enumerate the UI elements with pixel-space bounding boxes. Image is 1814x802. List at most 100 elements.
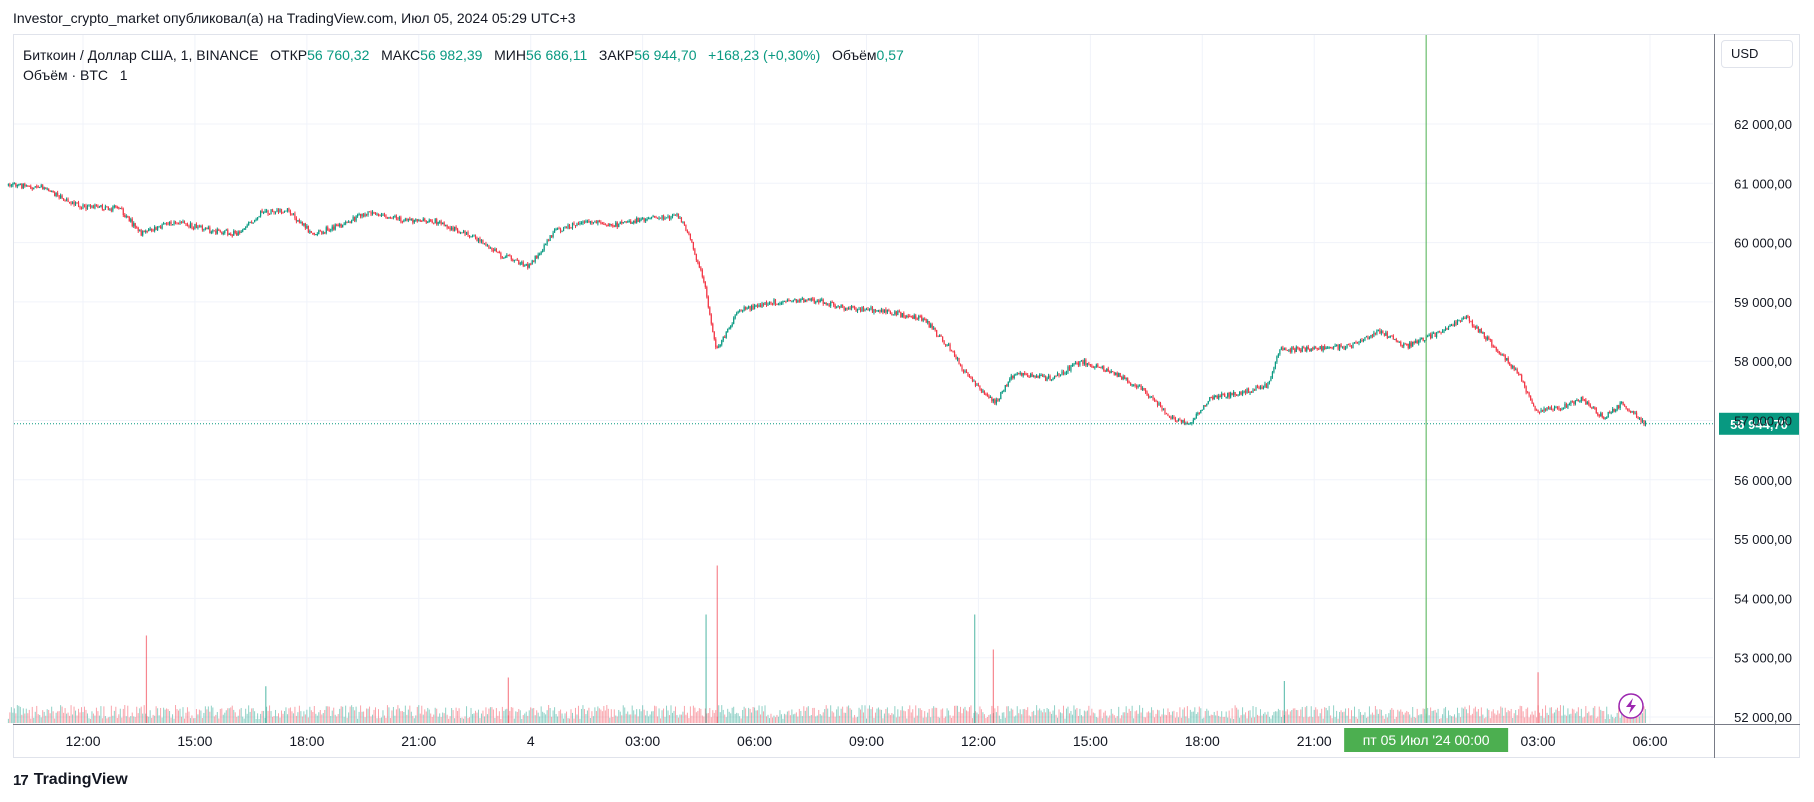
tradingview-logo[interactable]: 17 TradingView bbox=[13, 771, 128, 789]
candle-body bbox=[621, 221, 623, 224]
candle-body bbox=[1016, 373, 1018, 375]
candle-body bbox=[22, 183, 24, 189]
candle-body bbox=[1412, 341, 1414, 347]
candle-body bbox=[1349, 344, 1351, 347]
volume-bar bbox=[792, 714, 794, 723]
candle-body bbox=[985, 394, 987, 396]
volume-bar bbox=[1349, 718, 1351, 723]
candle-body bbox=[1553, 407, 1556, 410]
currency-button[interactable]: USD bbox=[1721, 40, 1793, 68]
volume-bar bbox=[837, 706, 839, 723]
volume-bar bbox=[934, 707, 936, 723]
candle-body bbox=[1128, 382, 1130, 384]
volume-bar bbox=[183, 718, 185, 723]
volume-bar bbox=[506, 708, 508, 723]
candle-body bbox=[718, 346, 720, 348]
candle-body bbox=[1550, 407, 1553, 410]
volume-bar bbox=[1562, 705, 1564, 723]
volume-bar bbox=[789, 715, 791, 723]
candle-body bbox=[298, 220, 300, 223]
candle-body bbox=[1453, 321, 1456, 326]
candle-body bbox=[1228, 392, 1230, 398]
candle-body bbox=[1576, 400, 1578, 402]
volume-bar bbox=[1021, 714, 1023, 723]
candle-body bbox=[403, 220, 405, 222]
candle-body bbox=[994, 399, 996, 404]
candle-body bbox=[862, 307, 865, 312]
volume-bar bbox=[1165, 715, 1167, 723]
candles bbox=[7, 182, 1647, 427]
candle-body bbox=[801, 298, 803, 300]
volume-bar bbox=[480, 713, 482, 723]
volume-bar bbox=[154, 715, 156, 723]
volume-bar bbox=[1291, 710, 1293, 723]
candle-body bbox=[65, 199, 68, 201]
candle-body bbox=[1074, 362, 1077, 365]
volume-bar bbox=[46, 709, 48, 723]
candle-body bbox=[480, 239, 483, 242]
symbol-title[interactable]: Биткоин / Доллар США, 1, BINANCE bbox=[23, 47, 259, 63]
volume-bar bbox=[310, 710, 312, 723]
volume-bar bbox=[1404, 712, 1406, 723]
candle-body bbox=[1100, 367, 1102, 369]
volume-bar bbox=[446, 714, 448, 723]
candle-body bbox=[1431, 333, 1433, 339]
candle-body bbox=[1158, 403, 1160, 406]
volume-bar bbox=[488, 708, 490, 723]
volume-indicator-legend[interactable]: Объём · BTC 1 bbox=[23, 66, 128, 84]
candle-body bbox=[1631, 411, 1633, 413]
change-value: +168,23 (+0,30%) bbox=[708, 47, 821, 63]
volume-bar bbox=[97, 711, 99, 723]
candle-body bbox=[136, 227, 138, 229]
candle-body bbox=[1338, 344, 1341, 350]
candle-body bbox=[556, 228, 559, 230]
candle-body bbox=[285, 210, 287, 212]
candle-body bbox=[79, 206, 81, 208]
candle-body bbox=[622, 222, 624, 224]
candle-body bbox=[1058, 373, 1060, 376]
candle-body bbox=[1627, 408, 1629, 410]
lightning-icon[interactable] bbox=[1618, 693, 1644, 719]
candle-body bbox=[1091, 365, 1093, 367]
candle-body bbox=[1292, 347, 1294, 349]
volume-bar bbox=[625, 713, 627, 723]
candle-body bbox=[1477, 326, 1479, 333]
volume-bar bbox=[1315, 707, 1317, 723]
candle-body bbox=[1118, 373, 1120, 377]
volume-bar bbox=[594, 707, 596, 723]
volume-bar bbox=[1618, 706, 1620, 723]
volume-bar bbox=[31, 706, 33, 723]
volume-bar bbox=[343, 716, 345, 723]
volume-bar bbox=[730, 713, 732, 723]
volume-bar bbox=[933, 706, 935, 723]
volume-bar bbox=[57, 711, 59, 723]
candle-body bbox=[1515, 369, 1517, 371]
volume-bar bbox=[763, 711, 765, 723]
volume-bar bbox=[1524, 717, 1526, 723]
volume-bar bbox=[736, 712, 738, 723]
candle-body bbox=[506, 255, 508, 258]
candle-body bbox=[1156, 401, 1159, 406]
volume-bar bbox=[1416, 708, 1418, 723]
volume-bar bbox=[554, 707, 556, 723]
volume-bar bbox=[955, 705, 957, 723]
volume-bar bbox=[1418, 715, 1420, 723]
candle-body bbox=[810, 298, 812, 301]
candle-body bbox=[494, 248, 496, 251]
candle-body bbox=[1592, 407, 1594, 409]
candle-body bbox=[815, 301, 817, 303]
volume-bar bbox=[225, 710, 227, 723]
candle-body bbox=[1483, 332, 1485, 338]
volume-bar bbox=[1431, 711, 1433, 723]
price-tick-label: 53 000,00 bbox=[1734, 651, 1792, 666]
candle-body bbox=[198, 226, 201, 228]
candle-body bbox=[764, 302, 766, 305]
volume-bar bbox=[1455, 717, 1457, 723]
candle-body bbox=[1365, 336, 1368, 338]
candle-body bbox=[395, 215, 397, 219]
candle-body bbox=[839, 306, 841, 308]
volume-bar bbox=[204, 706, 206, 723]
candle-body bbox=[498, 251, 500, 254]
volume-bar bbox=[1195, 713, 1197, 723]
